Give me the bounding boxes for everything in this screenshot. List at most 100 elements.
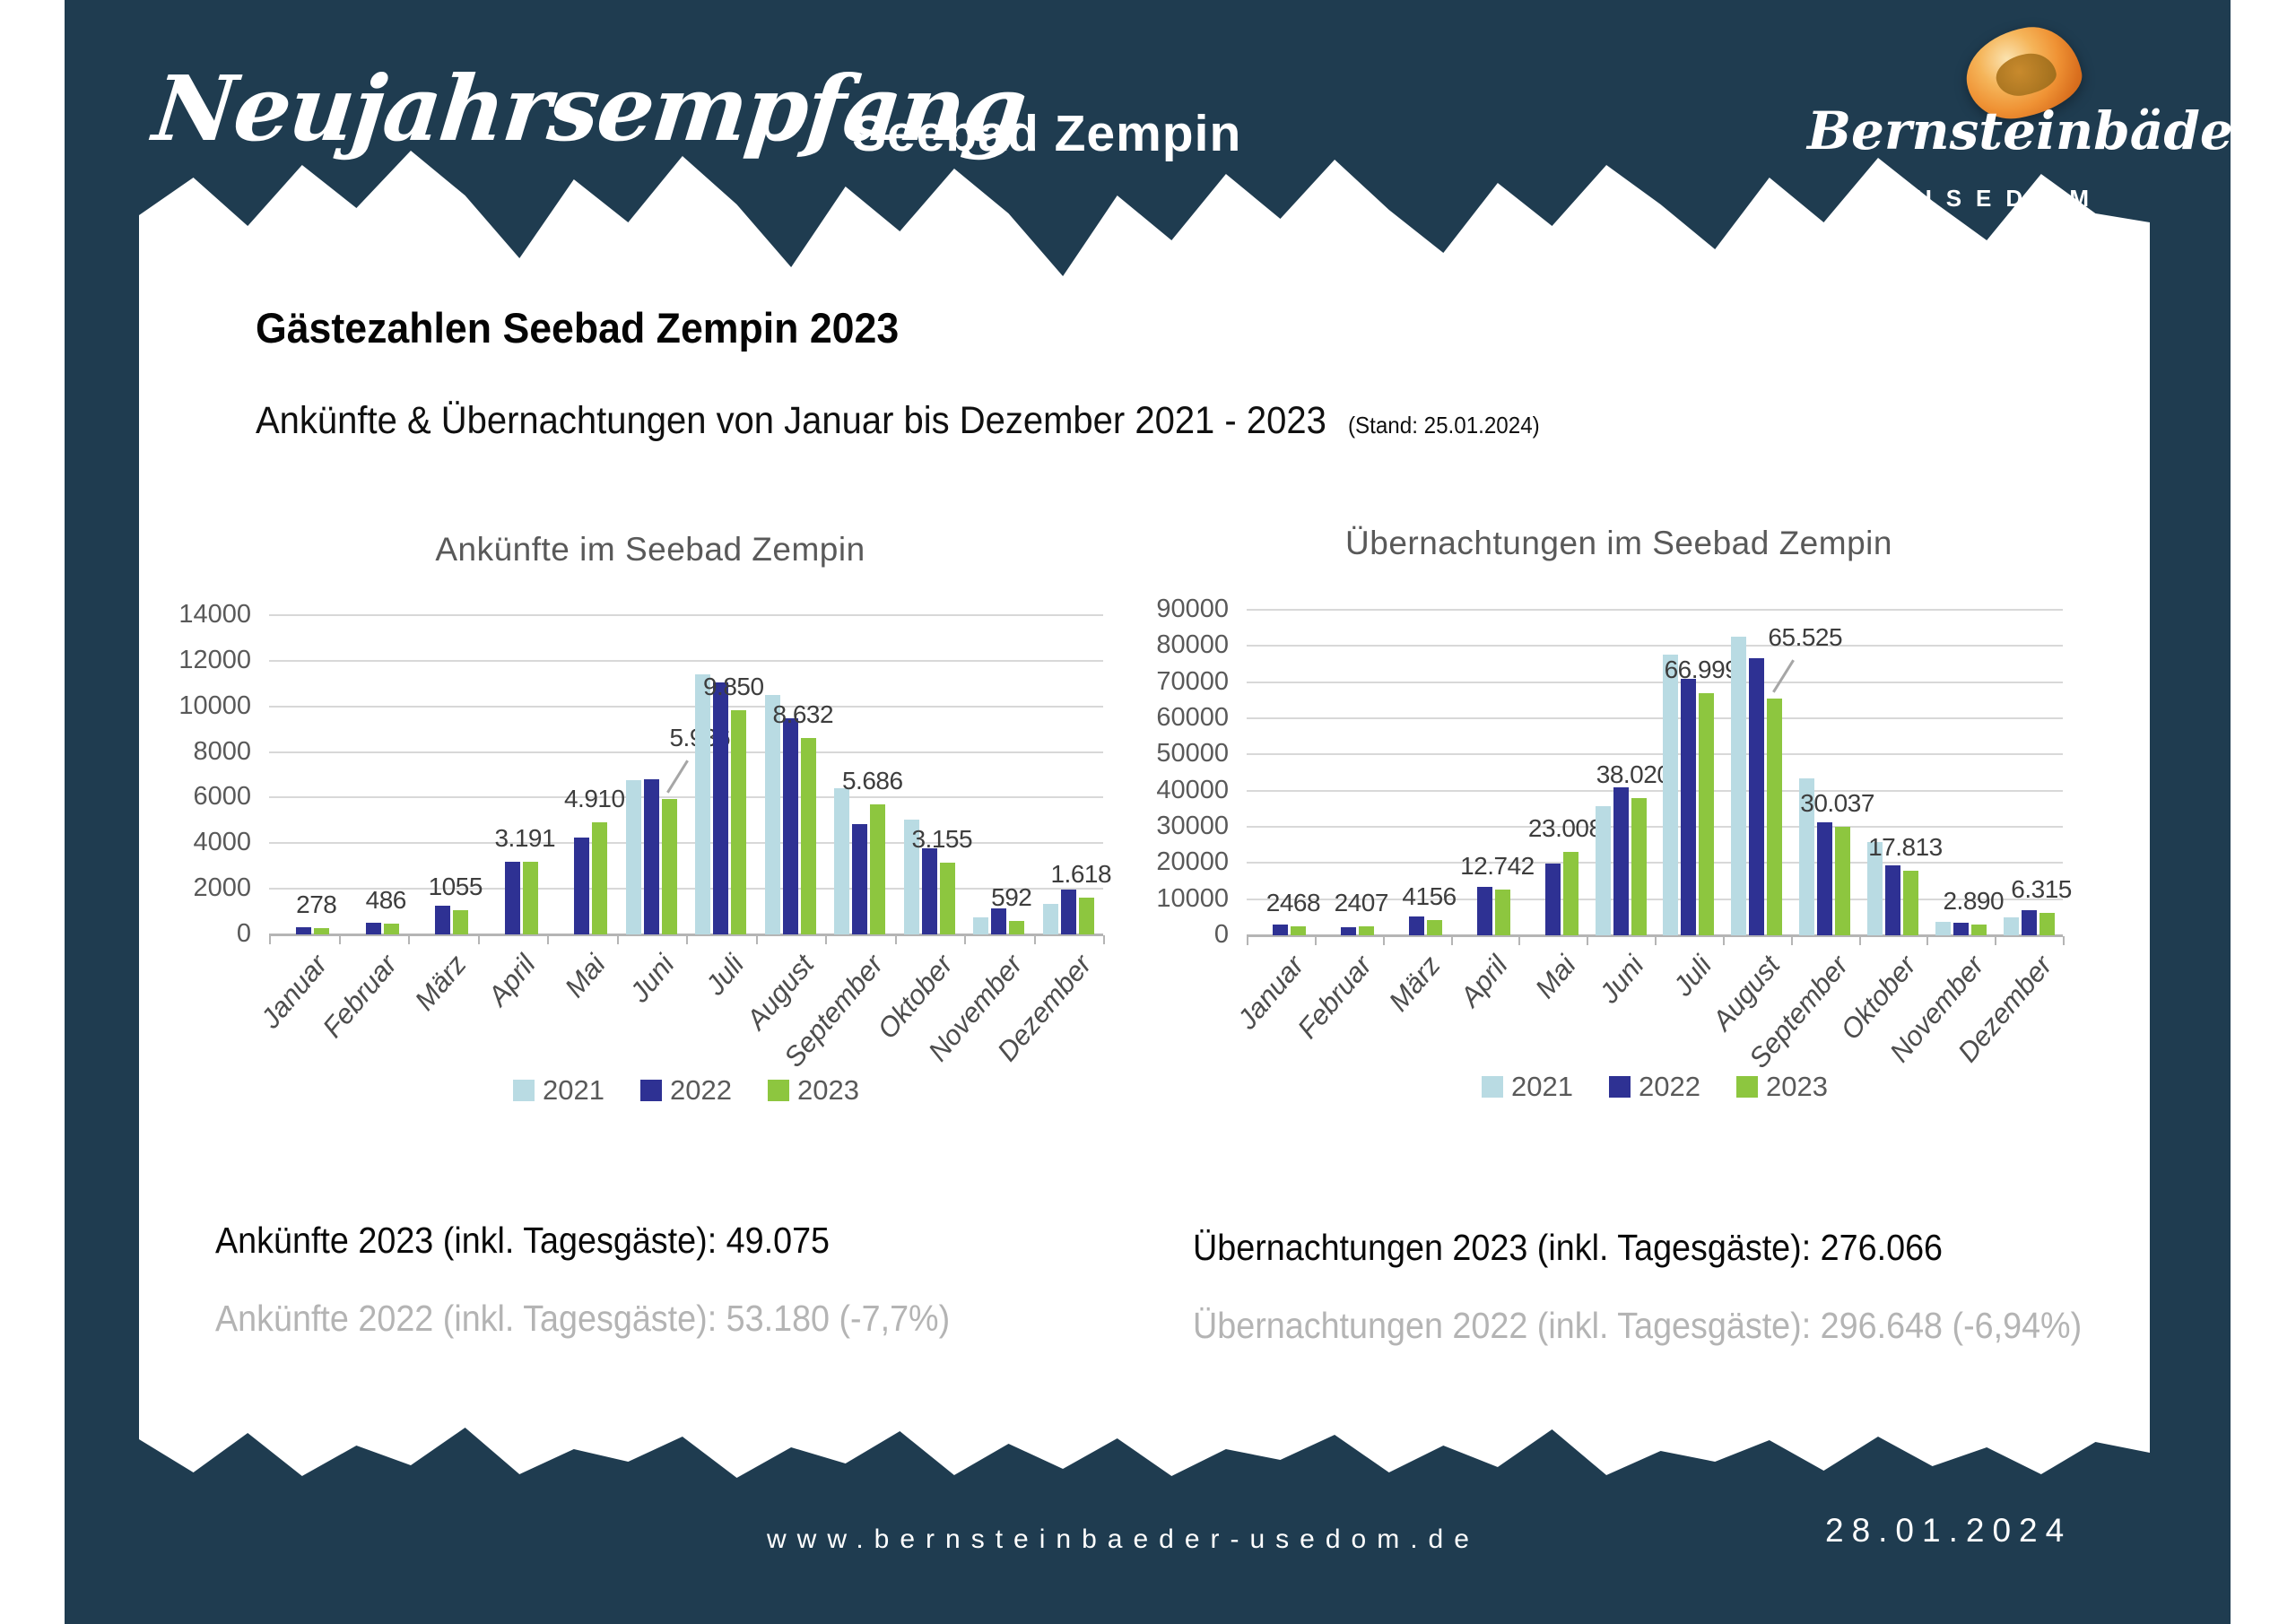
- arrivals-x-axis-label: März: [408, 949, 473, 1017]
- arrivals-bar-2022-februar: [365, 922, 381, 934]
- overnights-gridline: [1247, 645, 2063, 647]
- overnights-bar-2023-januar: [1291, 926, 1307, 935]
- arrivals-x-tick: [408, 935, 410, 944]
- overnights-chart-title: Übernachtungen im Seebad Zempin: [1345, 525, 1892, 561]
- overnights-bar-2022-mai: [1544, 864, 1561, 935]
- overnights-legend-item-2022: 2022: [1609, 1071, 1700, 1103]
- arrivals-x-tick: [755, 935, 758, 944]
- overnights-x-tick: [1722, 936, 1725, 945]
- arrivals-chart-title: Ankünfte im Seebad Zempin: [435, 531, 865, 568]
- overnights-value-label-september: 30.037: [1800, 788, 1874, 817]
- overnights-value-label-april: 12.742: [1460, 851, 1535, 880]
- arrivals-x-axis-label: Februar: [316, 949, 404, 1044]
- overnights-value-label-märz: 4156: [1402, 882, 1457, 911]
- arrivals-bar-2023-mai: [592, 822, 608, 934]
- overnights-bar-2023-juli: [1699, 692, 1715, 935]
- arrivals-gridline: [269, 705, 1103, 708]
- page-subtitle-text: Ankünfte & Übernachtungen von Januar bis…: [256, 399, 1326, 442]
- overnights-bar-2023-april: [1494, 889, 1510, 935]
- arrivals-y-axis-label: 8000: [193, 736, 251, 766]
- overnights-x-axis-label: April: [1454, 950, 1515, 1013]
- overnights-bar-2022-juni: [1613, 786, 1629, 935]
- arrivals-value-label-mai: 4.910: [563, 785, 625, 813]
- arrivals-y-axis-label: 12000: [178, 645, 251, 674]
- overnights-bar-2023-juni: [1631, 797, 1647, 935]
- overnights-gridline: [1247, 753, 2063, 756]
- overnights-x-tick: [1314, 936, 1317, 945]
- legend-swatch-icon: [1482, 1076, 1504, 1098]
- stat-arrivals-2023: Ankünfte 2023 (inkl. Tagesgäste): 49.075: [215, 1220, 831, 1261]
- overnights-bar-2021-juni: [1595, 806, 1611, 935]
- stat-overnights-2023: Übernachtungen 2023 (inkl. Tagesgäste): …: [1193, 1227, 1944, 1268]
- legend-label: 2022: [1639, 1071, 1700, 1102]
- arrivals-bar-2022-dezember: [1060, 890, 1076, 934]
- overnights-bar-2022-juli: [1681, 679, 1697, 935]
- arrivals-bar-2023-august: [800, 737, 816, 934]
- arrivals-gridline: [269, 888, 1103, 890]
- arrivals-x-tick: [964, 935, 966, 944]
- arrivals-bar-2021-november: [973, 916, 989, 934]
- overnights-bar-2022-november: [1952, 922, 1969, 935]
- arrivals-bar-2023-september: [870, 804, 886, 934]
- arrivals-x-tick: [1103, 935, 1105, 944]
- overnights-bar-2023-märz: [1427, 920, 1443, 935]
- paper: [139, 151, 2150, 1478]
- arrivals-bar-2021-september: [834, 787, 850, 934]
- arrivals-bar-2023-märz: [453, 910, 469, 934]
- overnights-y-axis-label: 50000: [1156, 739, 1229, 769]
- overnights-bar-2022-september: [1817, 821, 1833, 935]
- arrivals-bar-2023-januar: [314, 927, 330, 934]
- overnights-x-axis-label: März: [1382, 950, 1447, 1018]
- overnights-y-axis-label: 70000: [1156, 666, 1229, 696]
- arrivals-value-label-april: 3.191: [494, 823, 556, 852]
- arrivals-value-label-dezember: 1.618: [1050, 859, 1112, 888]
- brand-logo-text: Bernsteinbäder: [1807, 100, 2261, 161]
- stat-arrivals-2022: Ankünfte 2022 (inkl. Tagesgäste): 53.180…: [215, 1298, 951, 1339]
- overnights-y-axis-label: 30000: [1156, 812, 1229, 840]
- overnights-value-label-oktober: 17.813: [1868, 833, 1943, 862]
- overnights-bar-2023-dezember: [2039, 912, 2055, 935]
- overnights-gridline: [1247, 862, 2063, 864]
- overnights-bar-2022-februar: [1341, 926, 1357, 935]
- footer-website-url: www.bernsteinbaeder-usedom.de: [767, 1524, 1480, 1554]
- arrivals-y-axis-label: 10000: [178, 690, 251, 720]
- arrivals-x-tick: [894, 935, 897, 944]
- arrivals-x-tick: [269, 935, 271, 944]
- arrivals-x-tick: [1033, 935, 1036, 944]
- overnights-bar-2023-august: [1767, 698, 1783, 935]
- overnights-x-axis-label: Mai: [1529, 950, 1583, 1004]
- footer-date: 28.01.2024: [1825, 1512, 2073, 1549]
- overnights-gridline: [1247, 934, 2063, 937]
- arrivals-gridline: [269, 614, 1103, 616]
- arrivals-legend: 2021 2022 2023: [269, 1074, 1103, 1107]
- overnights-value-label-juli: 66.999: [1664, 655, 1739, 683]
- arrivals-bar-2023-juli: [731, 709, 747, 934]
- arrivals-bar-2021-juli: [695, 674, 711, 934]
- overnights-bar-2023-november: [1970, 925, 1987, 935]
- arrivals-bar-2021-dezember: [1042, 903, 1058, 934]
- left-page-margin: [0, 0, 65, 1624]
- overnights-gridline: [1247, 717, 2063, 719]
- overnights-bar-2021-august: [1731, 637, 1747, 935]
- overnights-x-tick: [1858, 936, 1861, 945]
- overnights-value-label-februar: 2407: [1334, 889, 1389, 917]
- overnights-value-label-juni: 38.020: [1596, 760, 1671, 788]
- overnights-y-axis-label: 80000: [1156, 630, 1229, 660]
- overnights-value-label-januar: 2468: [1265, 889, 1321, 917]
- legend-swatch-icon: [1609, 1076, 1631, 1098]
- overnights-legend-item-2021: 2021: [1482, 1071, 1573, 1103]
- overnights-bar-2023-september: [1835, 826, 1851, 935]
- overnights-x-tick: [1518, 936, 1521, 945]
- overnights-gridline: [1247, 789, 2063, 792]
- arrivals-x-axis-label: Juni: [623, 949, 682, 1009]
- arrivals-value-label-januar: 278: [296, 890, 337, 918]
- arrivals-x-tick: [616, 935, 619, 944]
- arrivals-gridline: [269, 751, 1103, 753]
- arrivals-x-axis-label: April: [482, 949, 543, 1012]
- page-subtitle-stand-note: (Stand: 25.01.2024): [1347, 412, 1540, 439]
- overnights-bar-2021-november: [1935, 922, 1951, 935]
- overnights-x-tick: [1247, 936, 1248, 945]
- arrivals-y-axis-label: 4000: [193, 828, 251, 857]
- overnights-x-tick: [2063, 936, 2065, 945]
- overnights-y-axis-label: 20000: [1156, 847, 1229, 877]
